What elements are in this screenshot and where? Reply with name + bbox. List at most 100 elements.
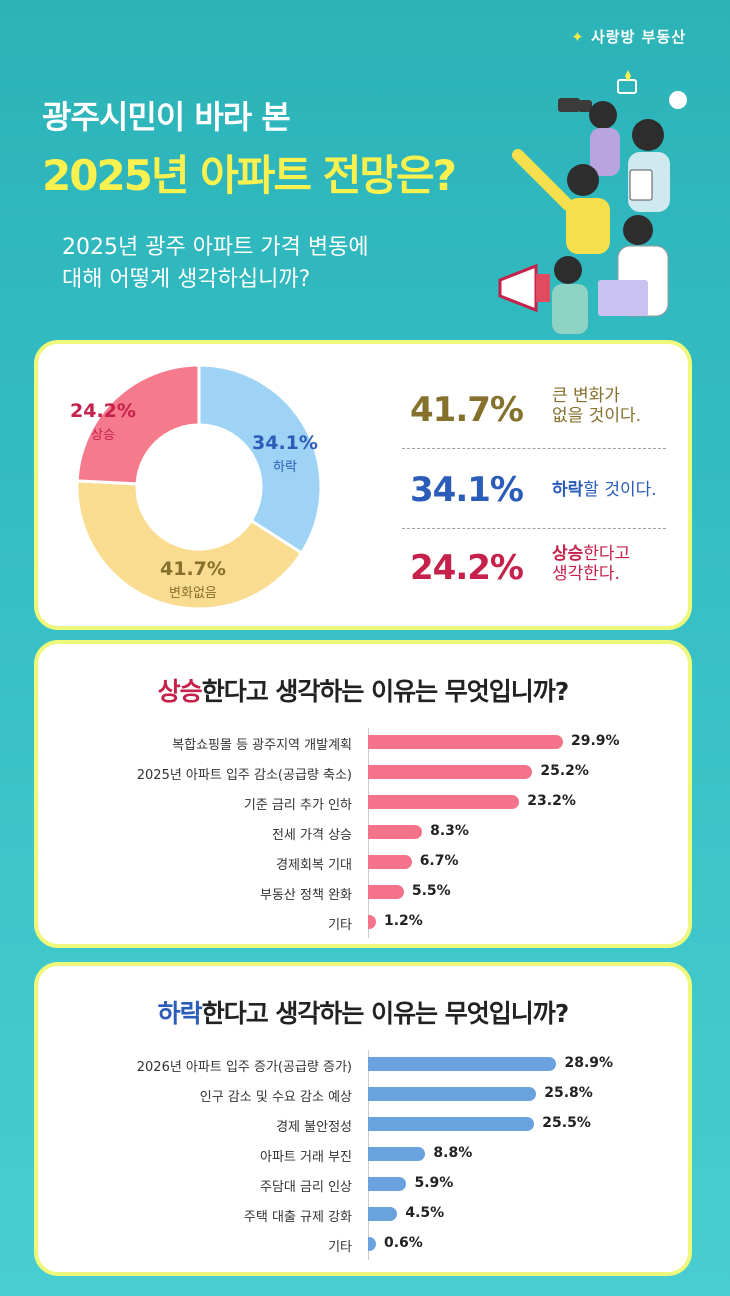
fall-bar <box>368 1057 557 1071</box>
subtitle-line-1: 2025년 광주 아파트 가격 변동에 <box>62 235 369 260</box>
donut-fall-name: 하락 <box>273 460 297 475</box>
rise-bar-label: 2025년 아파트 입주 감소(공급량 축소) <box>136 768 352 783</box>
chat-icon <box>669 91 687 109</box>
donut-slice-rise <box>75 363 201 486</box>
rise-bar-value: 23.2% <box>527 793 576 809</box>
person-1-body <box>590 128 620 176</box>
rise-bar <box>368 915 376 929</box>
outlook-donut-chart <box>75 363 323 611</box>
laptop-icon <box>598 280 648 316</box>
sparkle-icon <box>625 70 631 82</box>
fall-bar-row: 2026년 아파트 입주 증가(공급량 증가) 28.9% <box>38 1054 688 1075</box>
watermark: 뉴시스 <box>556 1238 645 1273</box>
rise-bar <box>368 825 423 839</box>
person-5-head <box>554 256 582 284</box>
people-illustration <box>498 70 687 334</box>
stat-fall-pct: 34.1% <box>410 470 524 510</box>
fall-bar-value: 5.9% <box>414 1175 454 1191</box>
person-2-head <box>632 119 664 151</box>
stat-nochange-text: 큰 변화가 없을 것이다. <box>552 386 641 426</box>
fall-bar-value: 25.8% <box>544 1085 593 1101</box>
donut-label-rise: 24.2% 상승 <box>70 400 136 443</box>
fall-bar-label: 기타 <box>328 1240 352 1255</box>
fall-question-rest: 한다고 생각하는 이유는 무엇입니까? <box>201 999 570 1028</box>
fall-bar <box>368 1117 535 1131</box>
rise-bar-value: 6.7% <box>419 853 459 869</box>
person-4-head <box>623 215 653 245</box>
donut-fall-pct: 34.1% <box>252 432 318 454</box>
stat-divider-2 <box>402 528 666 529</box>
rise-bar-label: 기타 <box>328 918 352 933</box>
rise-bar-label: 복합쇼핑몰 등 광주지역 개발계획 <box>172 738 352 753</box>
title-line-2: 2025년 아파트 전망은? <box>42 151 457 200</box>
fall-bar-label: 주담대 금리 인상 <box>260 1180 352 1195</box>
fall-bar-label: 2026년 아파트 입주 증가(공급량 증가) <box>136 1060 352 1075</box>
stat-rise-bold: 상승 <box>552 544 584 564</box>
fall-bar <box>368 1177 407 1191</box>
fall-bar <box>368 1087 537 1101</box>
megaphone-icon <box>498 263 550 313</box>
rise-reasons-card: 상승한다고 생각하는 이유는 무엇입니까? 복합쇼핑몰 등 광주지역 개발계획 2… <box>34 640 692 948</box>
rise-bar-row: 2025년 아파트 입주 감소(공급량 축소) 25.2% <box>38 762 688 783</box>
donut-rise-name: 상승 <box>91 428 115 443</box>
fall-bar-row: 주택 대출 규제 강화 4.5% <box>38 1204 688 1225</box>
donut-nochange-pct: 41.7% <box>160 558 226 580</box>
brand-mark: ✦ <box>571 28 591 46</box>
fall-bar <box>368 1237 376 1251</box>
person-1-head <box>589 101 617 129</box>
stat-rise-line-2: 생각한다. <box>552 564 620 584</box>
fall-bar-value: 4.5% <box>405 1205 445 1221</box>
fall-bar-label: 아파트 거래 부진 <box>260 1150 352 1165</box>
rise-bar-value: 5.5% <box>411 883 451 899</box>
stat-nochange-pct: 41.7% <box>410 390 524 430</box>
rise-bar-value: 8.3% <box>430 823 469 839</box>
stat-nochange: 41.7% 큰 변화가 없을 것이다. <box>410 376 670 446</box>
fall-bar-row: 기타 0.6% <box>38 1234 688 1255</box>
stat-rise-text: 상승한다고 생각한다. <box>552 544 630 584</box>
pointing-arm <box>512 149 574 211</box>
fall-bar-row: 주담대 금리 인상 5.9% <box>38 1174 688 1195</box>
stat-rise: 24.2% 상승한다고 생각한다. <box>410 534 670 604</box>
fall-bar-row: 경제 불안정성 25.5% <box>38 1114 688 1135</box>
stat-nochange-line-1: 큰 변화가 <box>552 386 620 406</box>
person-3-head <box>567 164 599 196</box>
stat-rise-rest: 한다고 <box>583 544 631 564</box>
rise-bar <box>368 735 563 749</box>
stat-nochange-line-2: 없을 것이다. <box>552 406 642 426</box>
rise-bar <box>368 765 533 779</box>
donut-rise-pct: 24.2% <box>70 400 136 422</box>
fall-bar-label: 인구 감소 및 수요 감소 예상 <box>199 1090 352 1105</box>
subtitle-line-2: 대해 어떻게 생각하십니까? <box>62 267 311 292</box>
rise-bar-row: 복합쇼핑몰 등 광주지역 개발계획 29.9% <box>38 732 688 753</box>
rise-question-rest: 한다고 생각하는 이유는 무엇입니까? <box>201 677 570 706</box>
donut-slice-fall <box>197 363 323 556</box>
stat-divider-1 <box>402 448 666 449</box>
stat-fall-bold: 하락 <box>552 480 584 500</box>
donut-nochange-name: 변화없음 <box>169 586 217 601</box>
person-5-body <box>552 284 588 334</box>
rise-bar <box>368 855 412 869</box>
fall-bar-row: 아파트 거래 부진 8.8% <box>38 1144 688 1165</box>
tablet-icon <box>629 169 653 201</box>
rise-bar-label: 기준 금리 추가 인하 <box>243 798 352 813</box>
stat-rise-pct: 24.2% <box>410 548 524 588</box>
fall-question-highlight: 하락 <box>157 999 203 1028</box>
title-line-1: 광주시민이 바라 본 <box>42 98 291 136</box>
rise-bar-row: 기타 1.2% <box>38 912 688 933</box>
stat-fall-text: 하락할 것이다. <box>552 480 657 500</box>
survey-question: 2025년 광주 아파트 가격 변동에 대해 어떻게 생각하십니까? <box>62 232 442 296</box>
donut-label-nochange: 41.7% 변화없음 <box>160 558 226 601</box>
fall-bar-label: 주택 대출 규제 강화 <box>243 1210 352 1225</box>
fall-bar-value: 8.8% <box>433 1145 473 1161</box>
rise-bar-label: 경제회복 기대 <box>276 858 352 873</box>
person-3-body <box>566 198 610 254</box>
rise-bar-row: 전세 가격 상승 8.3% <box>38 822 688 843</box>
fall-reasons-card: 하락한다고 생각하는 이유는 무엇입니까? 2026년 아파트 입주 증가(공급… <box>34 962 692 1276</box>
rise-bar <box>368 885 404 899</box>
overall-outlook-card: 34.1% 하락 41.7% 변화없음 24.2% 상승 41.7% 큰 변화가… <box>34 340 692 630</box>
stat-fall-rest: 할 것이다. <box>583 480 657 500</box>
brand-logo: ✦ 사랑방 부동산 <box>571 26 686 47</box>
stat-fall: 34.1% 하락할 것이다. <box>410 456 670 526</box>
folder-icon <box>617 79 637 94</box>
